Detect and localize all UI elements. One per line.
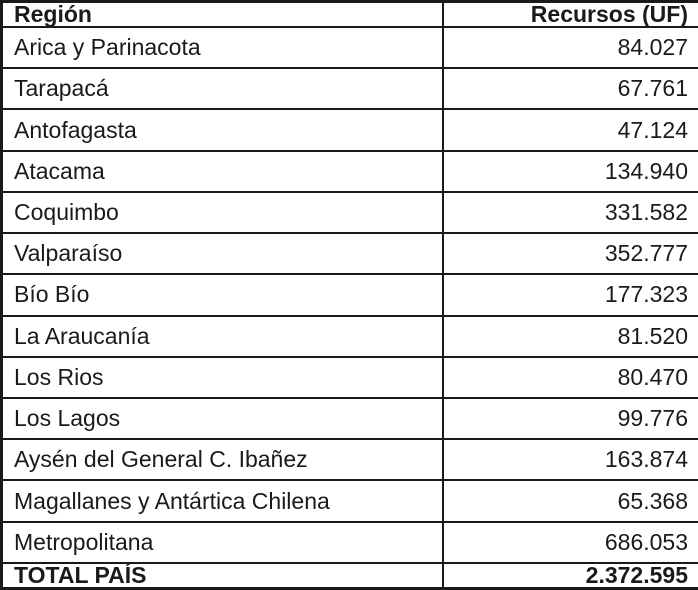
- region-cell: Los Rios: [0, 355, 444, 399]
- table-row: Magallanes y Antártica Chilena 65.368: [0, 479, 698, 523]
- value-cell: 67.761: [441, 67, 698, 111]
- value-cell: 80.470: [441, 355, 698, 399]
- table-row: Valparaíso 352.777: [0, 232, 698, 276]
- table-row: Bío Bío 177.323: [0, 273, 698, 317]
- region-cell: Tarapacá: [0, 67, 444, 111]
- column-header-recursos-uf: Recursos (UF): [441, 0, 698, 28]
- value-cell: 47.124: [441, 108, 698, 152]
- table-row: Los Rios 80.470: [0, 355, 698, 399]
- value-cell: 352.777: [441, 232, 698, 276]
- value-cell: 65.368: [441, 479, 698, 523]
- table-row: La Araucanía 81.520: [0, 314, 698, 358]
- region-cell: Bío Bío: [0, 273, 444, 317]
- value-cell: 177.323: [441, 273, 698, 317]
- value-cell: 331.582: [441, 190, 698, 235]
- table-row: Metropolitana 686.053: [0, 520, 698, 565]
- region-cell: Valparaíso: [0, 232, 444, 276]
- region-cell: Coquimbo: [0, 190, 444, 235]
- region-cell: La Araucanía: [0, 314, 444, 358]
- region-cell: Arica y Parinacota: [0, 25, 444, 70]
- region-cell: Metropolitana: [0, 520, 444, 565]
- table-row: Atacama 134.940: [0, 149, 698, 193]
- table-row: Coquimbo 331.582: [0, 190, 698, 235]
- table-row: Arica y Parinacota 84.027: [0, 25, 698, 70]
- column-header-region: Región: [0, 0, 444, 28]
- value-cell: 99.776: [441, 396, 698, 441]
- value-cell: 163.874: [441, 438, 698, 482]
- total-value: 2.372.595: [441, 562, 698, 590]
- value-cell: 134.940: [441, 149, 698, 193]
- table-row: Los Lagos 99.776: [0, 396, 698, 441]
- value-cell: 81.520: [441, 314, 698, 358]
- region-cell: Atacama: [0, 149, 444, 193]
- table-row: Tarapacá 67.761: [0, 67, 698, 111]
- region-cell: Antofagasta: [0, 108, 444, 152]
- table-row: Aysén del General C. Ibañez 163.874: [0, 438, 698, 482]
- region-cell: Magallanes y Antártica Chilena: [0, 479, 444, 523]
- value-cell: 84.027: [441, 25, 698, 70]
- total-label: TOTAL PAÍS: [0, 562, 444, 590]
- region-cell: Aysén del General C. Ibañez: [0, 438, 444, 482]
- value-cell: 686.053: [441, 520, 698, 565]
- region-cell: Los Lagos: [0, 396, 444, 441]
- table-row: Antofagasta 47.124: [0, 108, 698, 152]
- header-row: Región Recursos (UF): [0, 0, 698, 28]
- total-row: TOTAL PAÍS 2.372.595: [0, 562, 698, 590]
